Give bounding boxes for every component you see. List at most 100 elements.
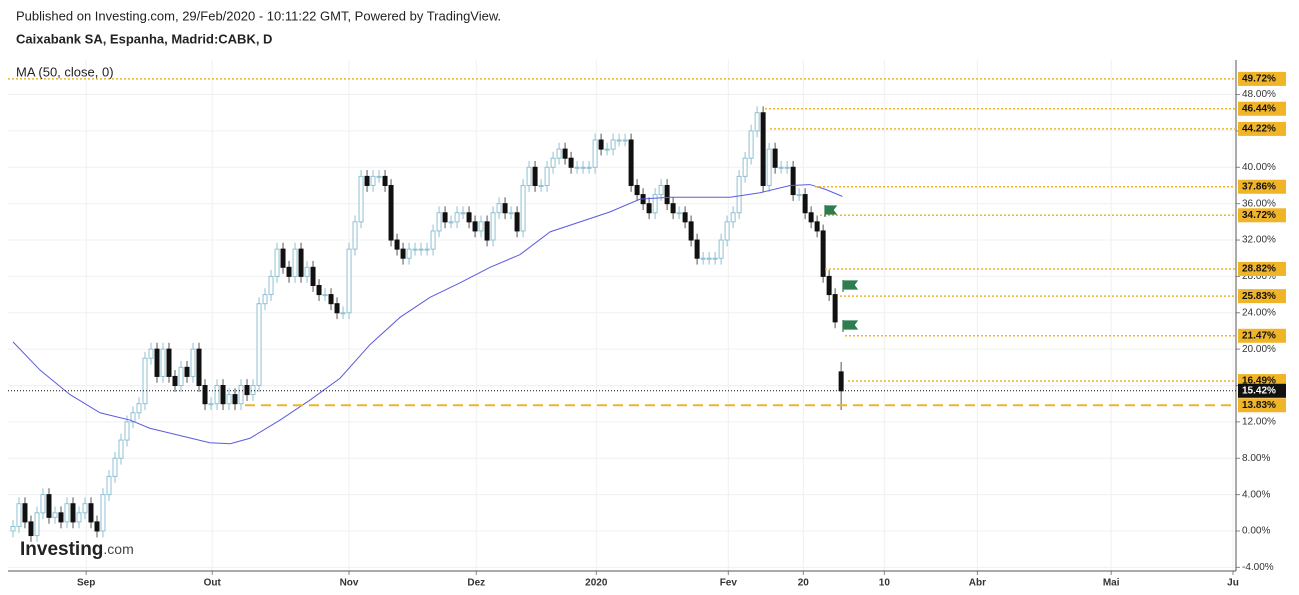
candle-body xyxy=(550,157,556,168)
candle-body xyxy=(712,257,718,260)
candle-body xyxy=(778,166,784,169)
candle-body xyxy=(256,303,262,387)
candle-body xyxy=(814,221,820,232)
candle-body xyxy=(670,203,676,214)
candle-body xyxy=(10,525,16,532)
x-tick-label: Nov xyxy=(340,578,359,589)
candle-body xyxy=(226,394,232,405)
candle-body xyxy=(580,166,586,169)
candle-body xyxy=(508,212,514,215)
candle-body xyxy=(76,512,82,523)
candle-body xyxy=(496,203,502,214)
candle-body xyxy=(232,394,238,405)
level-label: 49.72% xyxy=(1242,74,1276,85)
candle-body xyxy=(166,348,172,377)
level-label-box xyxy=(1238,179,1286,194)
candle-body xyxy=(658,184,664,196)
y-tick-label: 24.00% xyxy=(1242,307,1276,318)
level-label: 37.86% xyxy=(1242,181,1276,192)
x-tick-label: Sep xyxy=(77,578,95,589)
candle-body xyxy=(688,221,694,241)
candle-body xyxy=(430,230,436,250)
candle-body xyxy=(598,139,604,150)
candle-body xyxy=(664,184,670,205)
candle-body xyxy=(796,194,802,197)
candle-body xyxy=(298,248,304,277)
candle-body xyxy=(538,184,544,187)
candle-body xyxy=(286,266,292,277)
candle-body xyxy=(220,385,226,405)
x-tick-label: Out xyxy=(204,578,222,589)
candle-body xyxy=(334,303,340,314)
y-tick-label: 12.00% xyxy=(1242,417,1276,428)
y-tick-label: 48.00% xyxy=(1242,89,1276,100)
candle-body xyxy=(58,512,64,523)
level-label-box xyxy=(1238,261,1286,276)
candle-body xyxy=(724,221,730,241)
candle-body xyxy=(130,412,136,423)
candle-body xyxy=(418,248,424,251)
candle-body xyxy=(190,348,196,377)
candle-body xyxy=(16,503,22,527)
candle-body xyxy=(346,248,352,314)
logo-name: Investing xyxy=(20,539,103,560)
candle-body xyxy=(310,266,316,286)
candle-body xyxy=(754,112,760,132)
candle-body xyxy=(88,503,94,523)
level-label: 21.47% xyxy=(1242,330,1276,341)
x-tick-label: Abr xyxy=(969,578,986,589)
candle-body xyxy=(442,212,448,223)
candle-body xyxy=(424,248,430,251)
level-label: 34.72% xyxy=(1242,210,1276,221)
x-tick-label: 20 xyxy=(798,578,810,589)
candle-body xyxy=(82,503,88,514)
y-tick-label: 32.00% xyxy=(1242,235,1276,246)
candle-body xyxy=(238,385,244,405)
candle-body xyxy=(280,248,286,268)
candle-body xyxy=(460,212,466,215)
candle-body xyxy=(454,212,460,223)
candle-body xyxy=(760,112,766,186)
candle-body xyxy=(148,348,154,359)
flags xyxy=(824,205,859,332)
y-tick-label: 8.00% xyxy=(1242,453,1270,464)
candle-body xyxy=(316,284,322,296)
x-tick-label: Ju xyxy=(1227,578,1239,589)
level-label: 28.82% xyxy=(1242,264,1276,275)
candle-body xyxy=(184,366,190,377)
level-label-box xyxy=(1238,289,1286,304)
candle-body xyxy=(610,139,616,150)
level-label-box xyxy=(1238,121,1286,136)
candle-body xyxy=(820,230,826,277)
candle-body xyxy=(544,166,550,186)
x-tick-label: 10 xyxy=(879,578,891,589)
candle-body xyxy=(100,494,106,532)
candle-body xyxy=(772,148,778,168)
candle-body xyxy=(784,166,790,169)
symbol-title: Caixabank SA, Espanha, Madrid:CABK, D xyxy=(16,31,272,46)
candle-body xyxy=(766,148,772,186)
level-label: 44.22% xyxy=(1242,124,1276,135)
logo: Investing.com xyxy=(20,539,134,560)
candle-body xyxy=(526,166,532,186)
level-label: 25.83% xyxy=(1242,291,1276,302)
x-tick-label: Fev xyxy=(720,578,738,589)
candle-body xyxy=(304,266,310,277)
candle-body xyxy=(790,166,796,196)
candle-body xyxy=(178,366,184,387)
candle-body xyxy=(172,375,178,387)
candle-body xyxy=(364,175,370,186)
candle-body xyxy=(106,475,112,496)
level-label-box xyxy=(1238,383,1286,398)
candle-body xyxy=(700,257,706,260)
flag xyxy=(824,205,838,217)
candle-body xyxy=(370,175,376,186)
y-tick-label: 20.00% xyxy=(1242,344,1276,355)
candle-body xyxy=(730,212,736,223)
plot: 49.72% 46.44% 44.22% 37.86% 34.72% 28.82% 25.8… xyxy=(8,71,1286,542)
candle-body xyxy=(448,221,454,224)
grid: -4.00%0.00%4.00%8.00%12.00%16.00%20.00%2… xyxy=(8,60,1276,589)
candle-body xyxy=(94,521,100,532)
candle-body xyxy=(214,385,220,405)
candle-body xyxy=(748,130,754,159)
